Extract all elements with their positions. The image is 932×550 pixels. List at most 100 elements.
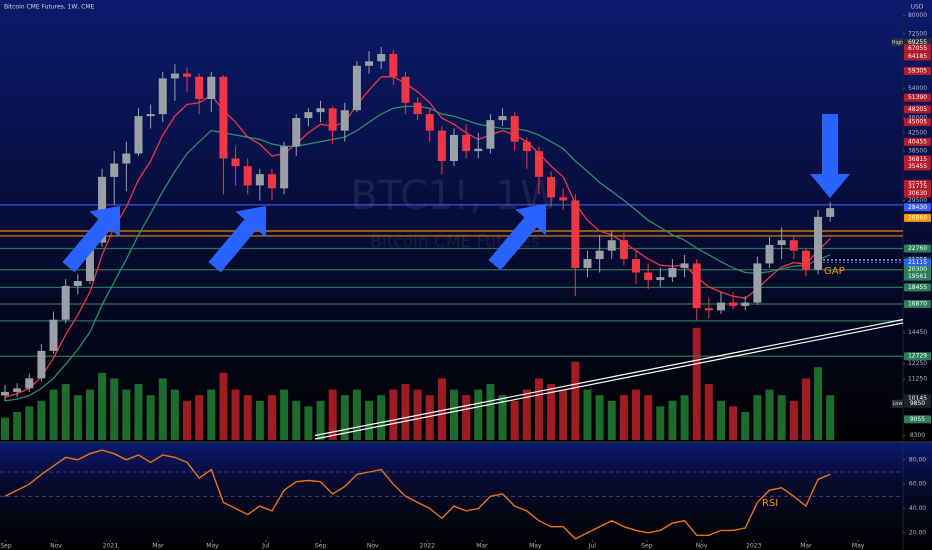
rsi-y-tick-label: 60.00 [909, 481, 926, 488]
candle-body [13, 388, 22, 392]
volume-bar [692, 328, 701, 440]
volume-bar [352, 389, 361, 440]
rsi-y-tick-label: 40.00 [909, 505, 926, 512]
moving-average [4, 76, 831, 398]
candle-body [304, 112, 313, 119]
candle-body [243, 166, 252, 186]
volume-bar [559, 389, 568, 440]
x-tick-label: May [206, 543, 219, 550]
volume-bar [340, 395, 349, 440]
y-tick-label: 42500 [908, 129, 927, 136]
volume-bar [316, 400, 325, 440]
arrow [208, 206, 266, 273]
candle-body [207, 76, 216, 99]
candle-body [0, 391, 10, 396]
volume-bar [267, 395, 276, 440]
price-label: 26860 [908, 214, 927, 221]
rsi-line [4, 449, 831, 540]
volume-bar [498, 395, 507, 440]
y-tick-label: 80000 [908, 12, 927, 19]
price-label-box [904, 300, 931, 309]
candle-body [219, 76, 228, 159]
candle-body [267, 174, 276, 189]
volume-bar [462, 395, 471, 440]
price-label: 10145 [908, 395, 927, 402]
candle-body [292, 118, 301, 147]
price-label-box [904, 162, 931, 171]
volume-bar [789, 400, 798, 440]
candle-body [559, 197, 568, 201]
candle-body [49, 319, 58, 351]
y-tick-label: 14450 [908, 329, 927, 336]
price-label-box [904, 258, 931, 267]
price-tag: Low [893, 401, 903, 407]
price-label: 36815 [908, 156, 927, 163]
x-tick-label: Sep [315, 543, 327, 550]
volume-bar [37, 400, 46, 440]
candle-body [389, 54, 398, 77]
candle-body [231, 158, 240, 167]
volume-bar [292, 400, 301, 440]
volume-bar [619, 395, 628, 440]
volume-bar [13, 412, 22, 440]
volume-bar [73, 395, 82, 440]
candle-body [25, 378, 34, 389]
y-tick-label: 12250 [908, 360, 927, 367]
price-label: 9850 [910, 400, 925, 407]
price-label-box [904, 118, 931, 127]
candle-body [595, 250, 604, 260]
price-label: 64185 [908, 53, 927, 60]
volume-bar [365, 400, 374, 440]
volume-bar [243, 395, 252, 440]
price-label-box [904, 105, 931, 114]
arrow [62, 206, 120, 273]
volume-bar [146, 395, 155, 440]
candle-body [668, 267, 677, 278]
price-label: 16870 [908, 301, 927, 308]
volume-bar [474, 389, 483, 440]
candle-body [789, 240, 798, 251]
candle-body [644, 272, 653, 281]
x-tick-label: Nov [367, 543, 379, 550]
candle-body [37, 350, 46, 379]
candle-body [716, 302, 725, 311]
price-label: 40455 [908, 138, 927, 145]
x-tick-label: Nov [696, 543, 708, 550]
x-tick-label: 2023 [746, 543, 761, 550]
price-label-box [904, 67, 931, 76]
y-tick-label: 46000 [908, 115, 927, 122]
candle-body [449, 134, 459, 161]
volume-bar [741, 412, 750, 440]
y-tick-label: 54000 [908, 85, 927, 92]
volume-bar [632, 389, 641, 440]
volume-bar [547, 384, 556, 440]
candle-body [316, 108, 325, 113]
x-tick-label: Mar [800, 543, 812, 550]
volume-bar [0, 417, 10, 440]
candle-body [522, 141, 531, 152]
volume-bar [280, 389, 289, 440]
rsi-y-tick-label: 20.00 [909, 529, 926, 536]
candle-body [801, 250, 810, 270]
price-label: 18455 [908, 284, 927, 291]
candle-body [656, 277, 665, 281]
candle-body [73, 281, 82, 286]
volume-bar [801, 378, 810, 440]
volume-bar [753, 395, 762, 440]
volume-bar [219, 372, 228, 440]
chart-title: Bitcoin CME Futures, 1W, CME [4, 4, 95, 11]
volume-bar [183, 400, 192, 440]
volume-bar [656, 406, 665, 440]
volume-bar [607, 400, 616, 440]
volume-bar [85, 389, 94, 440]
x-tick-label: Jul [261, 543, 270, 550]
volume-bar [522, 389, 531, 440]
candle-body [704, 308, 713, 311]
x-tick-label: Mar [152, 543, 164, 550]
price-label: 59305 [908, 68, 927, 75]
volume-bar [680, 395, 689, 440]
rsi-layer [0, 449, 903, 540]
candle-body [280, 146, 289, 189]
